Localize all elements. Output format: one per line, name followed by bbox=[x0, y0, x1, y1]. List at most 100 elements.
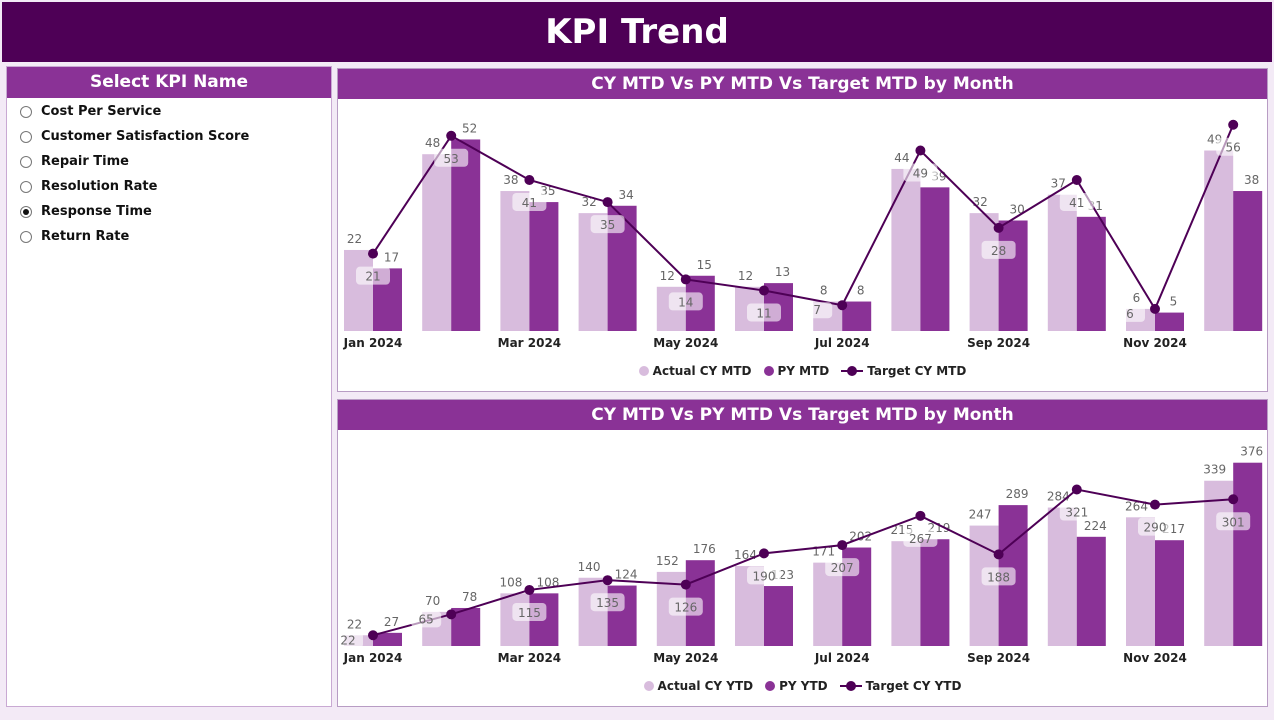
bar-py bbox=[1233, 462, 1263, 646]
data-label-py: 34 bbox=[618, 188, 633, 202]
target-point bbox=[759, 548, 769, 559]
radio-button[interactable] bbox=[20, 230, 32, 243]
bar-actual bbox=[1204, 150, 1234, 331]
bar-actual bbox=[1047, 194, 1077, 331]
target-label-box bbox=[356, 266, 390, 285]
target-point bbox=[368, 248, 378, 259]
target-point bbox=[446, 609, 457, 620]
data-label-target: 35 bbox=[600, 218, 615, 232]
slicer-option[interactable]: Resolution Rate bbox=[7, 174, 331, 199]
target-point bbox=[1071, 174, 1082, 185]
slicer-option[interactable]: Cost Per Service bbox=[7, 99, 331, 124]
data-label-py: 176 bbox=[693, 542, 716, 556]
data-label-actual: 284 bbox=[1047, 490, 1070, 504]
page-title: KPI Trend bbox=[2, 2, 1272, 62]
data-label-actual: 339 bbox=[1203, 463, 1226, 477]
x-tick-label: May 2024 bbox=[653, 651, 718, 665]
x-tick-label: Sep 2024 bbox=[967, 336, 1030, 350]
bar-actual bbox=[813, 562, 843, 646]
data-label-target: 41 bbox=[1069, 196, 1084, 210]
chart-title: CY MTD Vs PY MTD Vs Target MTD by Month bbox=[338, 400, 1267, 430]
legend-py[interactable]: PY MTD bbox=[763, 364, 830, 378]
bar-py bbox=[451, 139, 481, 331]
legend-label: Target CY MTD bbox=[867, 364, 967, 378]
x-tick-label: Jan 2024 bbox=[343, 336, 403, 350]
slicer-option[interactable]: Response Time bbox=[7, 199, 331, 224]
slicer-option[interactable]: Customer Satisfaction Score bbox=[7, 124, 331, 149]
radio-button[interactable] bbox=[20, 130, 32, 143]
data-label-target: 14 bbox=[678, 295, 693, 309]
target-label-box bbox=[903, 528, 938, 547]
bar-py bbox=[998, 220, 1028, 331]
data-label-py: 15 bbox=[697, 258, 712, 272]
option-label: Repair Time bbox=[41, 154, 129, 169]
target-point bbox=[446, 130, 457, 141]
bar-py bbox=[764, 586, 793, 646]
data-label-py: 224 bbox=[1084, 519, 1107, 533]
data-label-target: 301 bbox=[1222, 515, 1245, 529]
radio-button[interactable] bbox=[20, 205, 32, 218]
x-tick-label: Jul 2024 bbox=[814, 651, 870, 665]
ytd-chart-panel: CY MTD Vs PY MTD Vs Target MTD by Month … bbox=[337, 399, 1268, 707]
data-label-target: 11 bbox=[756, 306, 771, 320]
x-tick-label: May 2024 bbox=[653, 336, 718, 350]
target-label-box bbox=[1059, 192, 1094, 211]
data-label-py: 376 bbox=[1240, 445, 1263, 459]
target-point bbox=[1150, 499, 1160, 510]
legend-label: PY YTD bbox=[779, 679, 828, 693]
target-label-box bbox=[981, 567, 1016, 586]
target-label-box bbox=[1216, 512, 1251, 531]
data-label-py: 5 bbox=[1170, 295, 1178, 309]
radio-button[interactable] bbox=[20, 155, 32, 168]
radio-button[interactable] bbox=[20, 180, 32, 193]
target-label-box bbox=[668, 597, 703, 616]
legend-label: PY MTD bbox=[777, 364, 830, 378]
target-label-box bbox=[512, 192, 547, 211]
data-label-target: 22 bbox=[340, 633, 355, 647]
x-tick-label: Jan 2024 bbox=[343, 651, 403, 665]
data-label-target: 135 bbox=[596, 596, 619, 610]
data-label-actual: 44 bbox=[894, 151, 909, 165]
data-label-target: 321 bbox=[1065, 506, 1088, 520]
slicer-option[interactable]: Repair Time bbox=[7, 149, 331, 174]
target-label-box bbox=[590, 593, 625, 612]
radio-button[interactable] bbox=[20, 105, 32, 118]
kpi-slicer: Select KPI Name Cost Per Service Customer… bbox=[6, 66, 332, 707]
data-label-target: 21 bbox=[365, 270, 380, 284]
bar-actual bbox=[578, 577, 608, 646]
data-label-target: 126 bbox=[674, 601, 697, 615]
data-label-target: 7 bbox=[813, 303, 821, 317]
data-label-actual: 22 bbox=[347, 617, 362, 631]
target-label-box bbox=[903, 163, 938, 182]
data-label-actual: 140 bbox=[578, 560, 601, 574]
target-label-box bbox=[338, 632, 363, 649]
target-point bbox=[993, 222, 1004, 233]
legend-label: Target CY YTD bbox=[865, 679, 962, 693]
bar-actual bbox=[500, 191, 530, 331]
legend-target[interactable]: Target CY YTD bbox=[839, 679, 962, 693]
slicer-option[interactable]: Return Rate bbox=[7, 224, 331, 249]
x-tick-label: Mar 2024 bbox=[498, 651, 562, 665]
data-label-actual: 70 bbox=[425, 594, 440, 608]
legend-target[interactable]: Target CY MTD bbox=[841, 364, 966, 378]
legend-py[interactable]: PY YTD bbox=[765, 679, 828, 693]
target-point bbox=[680, 274, 691, 285]
target-point bbox=[524, 174, 535, 185]
option-label: Cost Per Service bbox=[41, 104, 162, 119]
bar-py bbox=[1155, 540, 1184, 646]
target-point bbox=[524, 584, 535, 595]
data-label-target: 6 bbox=[1126, 307, 1134, 321]
legend-actual[interactable]: Actual CY MTD bbox=[638, 364, 752, 378]
x-tick-label: Nov 2024 bbox=[1123, 651, 1187, 665]
target-point bbox=[368, 630, 378, 641]
bar-actual bbox=[969, 525, 999, 646]
legend-actual[interactable]: Actual CY YTD bbox=[643, 679, 753, 693]
data-label-actual: 37 bbox=[1051, 177, 1066, 191]
bar-actual bbox=[891, 168, 921, 331]
data-label-py: 13 bbox=[775, 265, 790, 279]
target-point bbox=[1228, 494, 1239, 505]
data-label-actual: 152 bbox=[656, 554, 679, 568]
data-label-target: 267 bbox=[909, 532, 932, 546]
data-label-actual: 8 bbox=[820, 284, 828, 298]
data-label-actual: 247 bbox=[969, 508, 992, 522]
